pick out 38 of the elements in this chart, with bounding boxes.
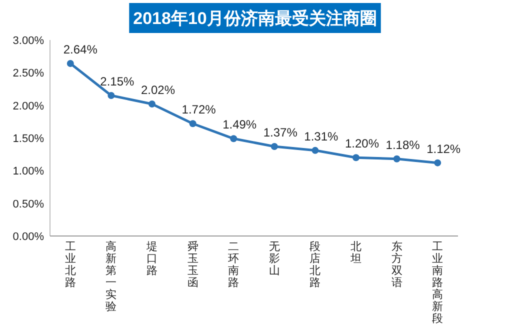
y-tick-label: 2.00%: [12, 100, 44, 112]
data-label: 1.20%: [344, 136, 380, 151]
y-tick-label: 1.00%: [12, 166, 44, 178]
point: [312, 146, 319, 154]
y-tick-label: 3.00%: [12, 35, 44, 47]
data-label: 2.64%: [63, 42, 98, 57]
point: [108, 92, 115, 100]
point: [270, 142, 278, 150]
point: [352, 154, 360, 162]
data-label: 1.49%: [222, 118, 257, 132]
y-tick-label: 0.00%: [12, 231, 44, 243]
point: [66, 60, 74, 68]
x-tick-label: 舜玉玉函: [187, 240, 198, 289]
y-tick-label: 0.50%: [12, 198, 44, 210]
y-tick-label: 2.50%: [12, 68, 44, 80]
x-tick-label: 高新第一实验: [106, 240, 117, 313]
x-tick-label: 二环南路: [228, 241, 240, 289]
point: [189, 120, 196, 128]
point: [230, 135, 238, 142]
x-tick-label: 北坦: [350, 240, 362, 265]
data-label: 1.18%: [386, 138, 420, 152]
data-label: 1.72%: [182, 102, 216, 117]
point: [148, 100, 156, 108]
data-label: 1.37%: [263, 125, 298, 140]
x-tick-label: 工业南路高新段: [432, 241, 444, 325]
x-tick-label: 无影山: [268, 241, 280, 277]
y-tick-label: 1.50%: [12, 133, 44, 145]
data-label: 1.31%: [304, 129, 339, 144]
data-label: 2.02%: [140, 83, 176, 98]
point: [434, 159, 442, 166]
data-label: 1.12%: [426, 142, 461, 156]
x-tick-label: 工业北路: [64, 241, 76, 289]
x-tick-label: 堤口路: [146, 241, 158, 277]
x-tick-label: 段店北路: [310, 241, 321, 289]
x-tick-label: 东方双语: [391, 240, 402, 289]
point: [393, 155, 400, 162]
data-label: 2.15%: [100, 74, 135, 89]
chart-title: 2018年10月份济南最受关注商圈: [133, 9, 377, 28]
